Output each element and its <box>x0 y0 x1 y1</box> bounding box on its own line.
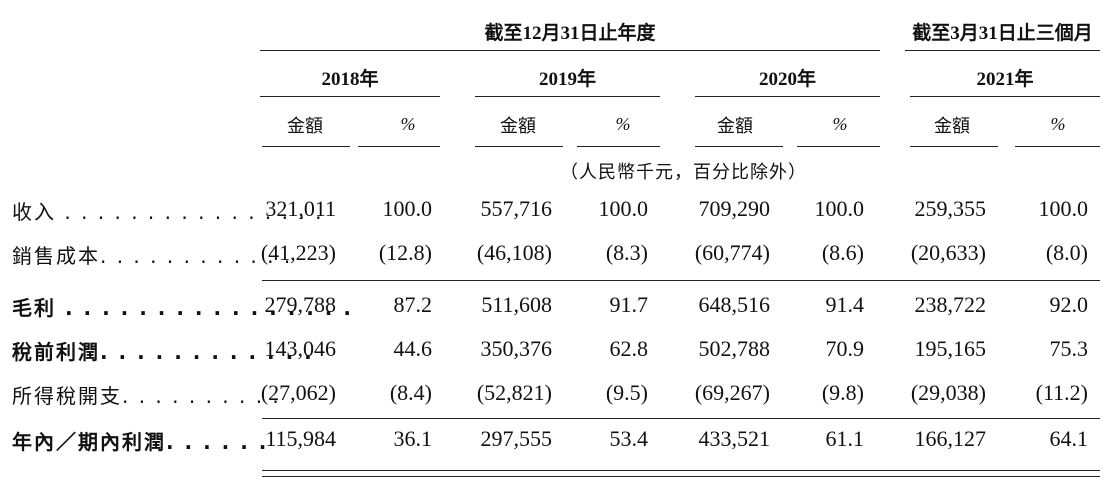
percent-cell: (8.3) <box>605 240 648 265</box>
percent-cell: 61.1 <box>825 426 865 451</box>
amount-cell: 433,521 <box>698 426 771 451</box>
amount-cell: 350,376 <box>480 336 553 361</box>
amount-cell: 297,555 <box>480 426 553 451</box>
percent-cell: 70.9 <box>825 336 865 361</box>
year-underline-2021 <box>910 96 1100 97</box>
amount-cell: (52,821) <box>476 380 552 405</box>
percent-cell: (8.6) <box>821 240 864 265</box>
sub-underline-pct-2018 <box>358 146 440 147</box>
subheader-amount-2019: 金額 <box>500 116 536 137</box>
percent-cell: 100.0 <box>814 196 865 221</box>
amount-cell: 502,788 <box>698 336 771 361</box>
percent-cell: 100.0 <box>1038 196 1089 221</box>
year-underline-2019 <box>475 96 660 97</box>
year-header-2018: 2018年 <box>321 69 379 90</box>
amount-cell: 709,290 <box>698 196 771 221</box>
amount-cell: (69,267) <box>694 380 770 405</box>
subheader-pct-2018: % <box>400 114 416 134</box>
percent-cell: (12.8) <box>378 240 432 265</box>
table-row-profit-before-tax: 稅前利潤. . . . . . . . . . . . 143,046 44.6 35… <box>0 336 1120 372</box>
amount-cell: 259,355 <box>914 196 987 221</box>
percent-cell: 62.8 <box>609 336 649 361</box>
subheader-amount-2018: 金額 <box>287 116 323 137</box>
sub-underline-amount-2021 <box>910 146 998 147</box>
amount-cell: 195,165 <box>914 336 987 361</box>
percent-cell: 100.0 <box>598 196 649 221</box>
year-header-2019: 2019年 <box>538 69 596 90</box>
separator-after-tax <box>262 418 1100 419</box>
percent-cell: 44.6 <box>393 336 433 361</box>
table-row-gross-profit: 毛利 . . . . . . . . . . . . . . . . 279,78… <box>0 292 1120 328</box>
percent-cell: 91.7 <box>609 292 649 317</box>
subheader-pct-2019: % <box>615 114 631 134</box>
sub-underline-amount-2019 <box>475 146 563 147</box>
percent-cell: 92.0 <box>1049 292 1089 317</box>
amount-cell: 511,608 <box>481 292 552 317</box>
group-underline-1 <box>260 50 880 51</box>
percent-cell: 64.1 <box>1049 426 1089 451</box>
row-label: 收入 . . . . . . . . . . . . . . . . <box>12 200 324 224</box>
subheader-pct-2020: % <box>832 114 848 134</box>
unit-note: （人民幣千元，百分比除外） <box>560 162 807 183</box>
table-row-cost-of-sales: 銷售成本. . . . . . . . . . . . (41,223) (12.8… <box>0 240 1120 276</box>
percent-cell: (8.4) <box>389 380 432 405</box>
percent-cell: (9.5) <box>605 380 648 405</box>
row-label: 銷售成本. . . . . . . . . . . . <box>12 244 293 268</box>
year-header-2020: 2020年 <box>758 69 816 90</box>
subheader-pct-2021: % <box>1050 114 1066 134</box>
amount-cell: (20,633) <box>910 240 986 265</box>
amount-cell: 557,716 <box>480 196 553 221</box>
subheader-amount-2020: 金額 <box>717 116 753 137</box>
row-label: 所得稅開支. . . . . . . . . . <box>12 384 281 408</box>
amount-cell: (27,062) <box>260 380 336 405</box>
amount-cell: 279,788 <box>264 292 337 317</box>
year-underline-2018 <box>260 96 440 97</box>
year-underline-2020 <box>695 96 880 97</box>
amount-cell: (29,038) <box>910 380 986 405</box>
group-header-three-months: 截至3月31日止三個月 <box>912 23 1093 44</box>
amount-cell: 321,011 <box>265 196 336 221</box>
amount-cell: (60,774) <box>694 240 770 265</box>
sub-underline-amount-2020 <box>695 146 783 147</box>
amount-cell: (41,223) <box>260 240 336 265</box>
percent-cell: (11.2) <box>1035 380 1088 405</box>
row-label: 稅前利潤. . . . . . . . . . . . <box>12 340 314 364</box>
separator-after-cost <box>262 280 1100 281</box>
sub-underline-pct-2021 <box>1015 146 1100 147</box>
percent-cell: 36.1 <box>393 426 433 451</box>
percent-cell: 53.4 <box>609 426 649 451</box>
amount-cell: 166,127 <box>914 426 987 451</box>
sub-underline-pct-2019 <box>577 146 660 147</box>
percent-cell: 75.3 <box>1049 336 1089 361</box>
amount-cell: (46,108) <box>476 240 552 265</box>
group-underline-2 <box>905 50 1100 51</box>
double-underline-top <box>262 470 1100 471</box>
amount-cell: 143,046 <box>264 336 337 361</box>
double-underline-bottom <box>262 476 1100 477</box>
table-row-income-tax-expense: 所得稅開支. . . . . . . . . . (27,062) (8.4) (52… <box>0 380 1120 416</box>
amount-cell: 115,984 <box>265 426 336 451</box>
sub-underline-pct-2020 <box>797 146 880 147</box>
percent-cell: (9.8) <box>821 380 864 405</box>
group-header-year-ended: 截至12月31日止年度 <box>484 23 656 44</box>
percent-cell: (8.0) <box>1045 240 1088 265</box>
amount-cell: 238,722 <box>914 292 987 317</box>
year-header-2021: 2021年 <box>976 69 1034 90</box>
percent-cell: 87.2 <box>393 292 433 317</box>
row-label: 毛利 . . . . . . . . . . . . . . . . <box>12 296 353 320</box>
percent-cell: 100.0 <box>382 196 433 221</box>
table-row-revenue: 收入 . . . . . . . . . . . . . . . . 321,01… <box>0 196 1120 232</box>
subheader-amount-2021: 金額 <box>934 116 970 137</box>
table-row-profit-for-period: 年內／期內利潤. . . . . . 115,984 36.1 297,555 53.4… <box>0 426 1120 462</box>
row-label: 年內／期內利潤. . . . . . <box>12 430 269 454</box>
sub-underline-amount-2018 <box>262 146 350 147</box>
amount-cell: 648,516 <box>698 292 771 317</box>
percent-cell: 91.4 <box>825 292 865 317</box>
